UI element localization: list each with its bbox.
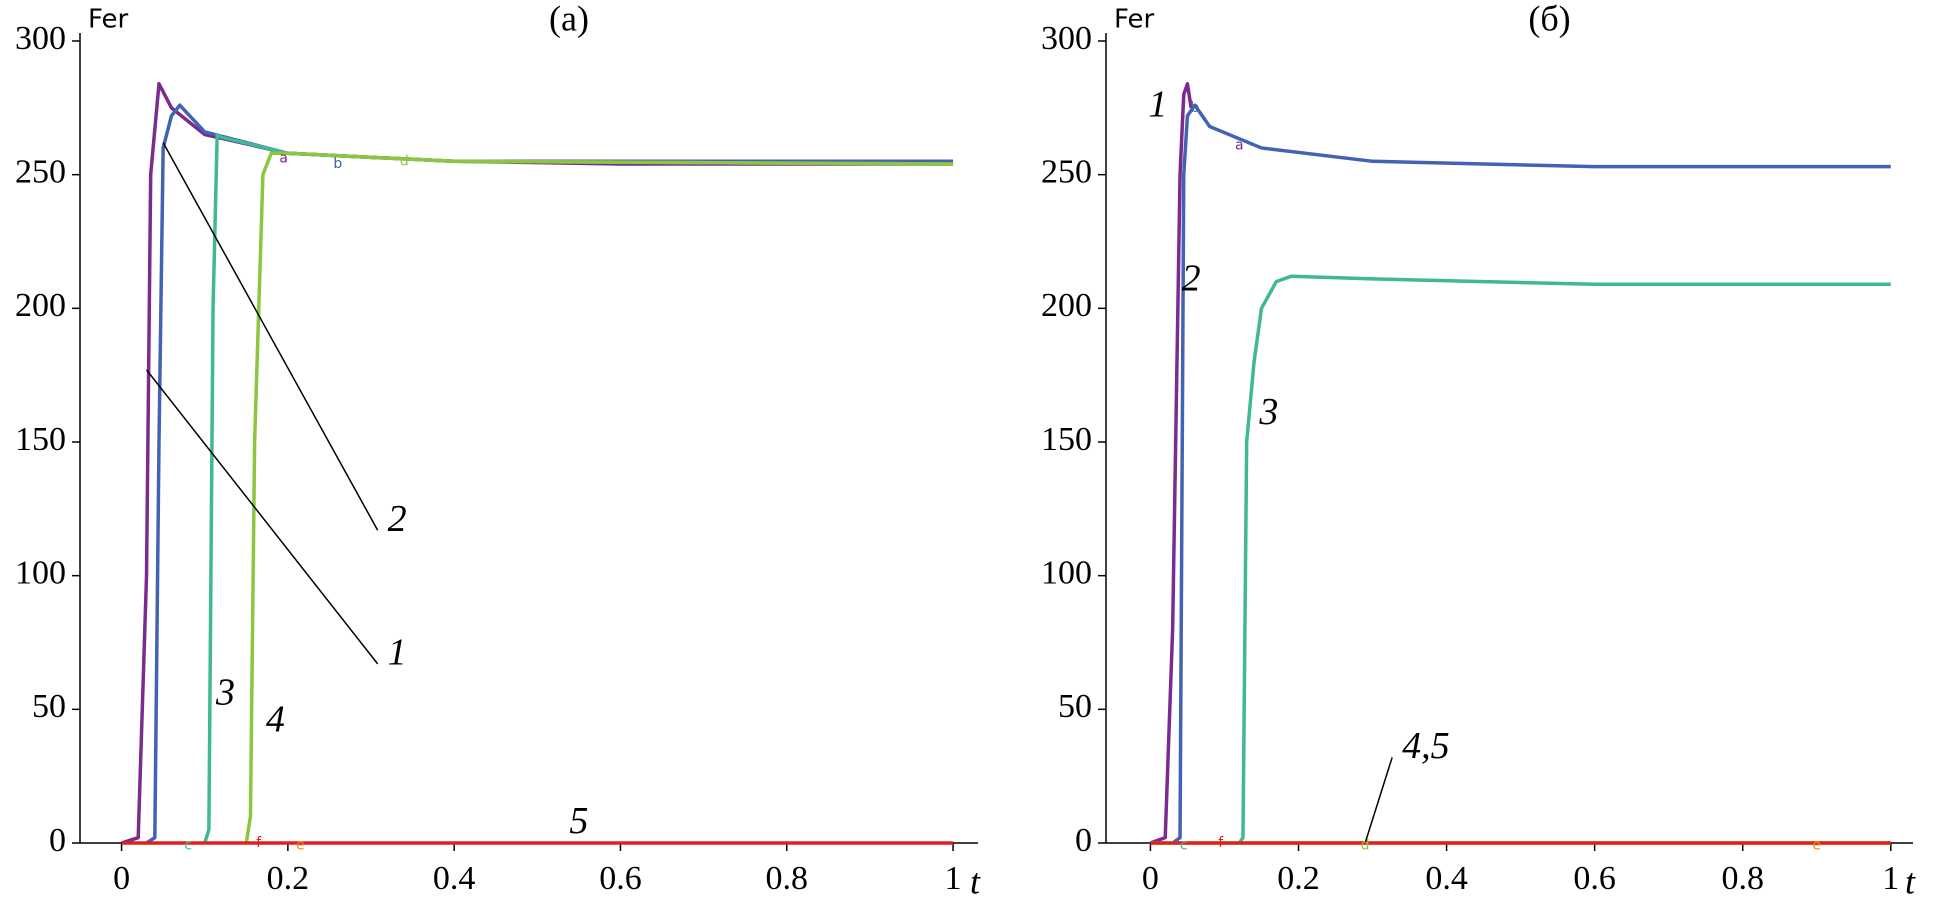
point-label: f — [1218, 835, 1224, 851]
chart-title: (а) — [549, 0, 589, 38]
x-tick-label: 1 — [1882, 860, 1899, 897]
y-axis-label: Fer — [88, 5, 129, 35]
y-axis-label: Fer — [1114, 5, 1155, 35]
y-tick-label: 150 — [1041, 421, 1092, 458]
point-label: c — [1180, 838, 1188, 854]
x-tick-label: 0.6 — [1573, 860, 1616, 897]
point-label: e — [1812, 838, 1821, 854]
curve-label: 5 — [569, 800, 588, 842]
x-axis-label: t — [1905, 861, 1916, 901]
point-label: b — [333, 156, 342, 172]
point-label: d — [400, 153, 409, 169]
y-tick-label: 100 — [15, 554, 66, 591]
x-tick-label: 0.8 — [1721, 860, 1764, 897]
x-tick-label: 0.2 — [267, 860, 310, 897]
point-label: d — [1361, 838, 1370, 854]
x-tick-label: 0.4 — [1425, 860, 1468, 897]
x-tick-label: 0.4 — [433, 860, 476, 897]
y-tick-label: 250 — [15, 153, 66, 190]
curve-label: 2 — [1182, 257, 1201, 299]
y-tick-label: 0 — [49, 822, 66, 859]
line-series — [1171, 103, 1891, 845]
line-series — [203, 132, 954, 844]
leader-line — [162, 142, 379, 531]
x-tick-label: 0.8 — [766, 860, 809, 897]
y-tick-label: 200 — [15, 287, 66, 324]
y-tick-label: 50 — [1058, 688, 1092, 725]
x-tick-label: 0 — [1142, 860, 1159, 897]
x-tick-label: 0.6 — [599, 860, 642, 897]
x-tick-label: 0.2 — [1277, 860, 1320, 897]
line-series — [1237, 274, 1891, 844]
curve-label: 1 — [388, 632, 407, 674]
curve-label: 4 — [266, 698, 285, 740]
line-series — [1149, 82, 1193, 845]
chart-title: (б) — [1528, 0, 1570, 38]
point-label: f — [256, 835, 262, 851]
point-label: a — [279, 151, 288, 167]
line-series — [244, 151, 954, 844]
point-label: e — [296, 838, 305, 854]
y-tick-label: 250 — [1041, 153, 1092, 190]
line-series — [121, 82, 954, 845]
leader-line — [145, 369, 379, 665]
curve-label: 2 — [388, 498, 407, 540]
point-label: c — [184, 838, 192, 854]
x-tick-label: 1 — [945, 860, 962, 897]
y-tick-label: 0 — [1075, 822, 1092, 859]
y-tick-label: 300 — [15, 20, 66, 57]
curve-label: 1 — [1148, 84, 1167, 126]
curve-label: 3 — [215, 672, 235, 714]
point-label: b — [1190, 100, 1199, 116]
y-tick-label: 100 — [1041, 554, 1092, 591]
leader-line — [1364, 757, 1393, 844]
y-tick-label: 300 — [1041, 20, 1092, 57]
y-tick-label: 50 — [32, 688, 66, 725]
x-tick-label: 0 — [113, 860, 130, 897]
point-label: a — [1235, 137, 1244, 153]
curve-label: 4,5 — [1402, 725, 1450, 767]
y-tick-label: 150 — [15, 421, 66, 458]
x-axis-label: t — [970, 861, 981, 901]
curve-label: 3 — [1258, 391, 1278, 433]
y-tick-label: 200 — [1041, 287, 1092, 324]
